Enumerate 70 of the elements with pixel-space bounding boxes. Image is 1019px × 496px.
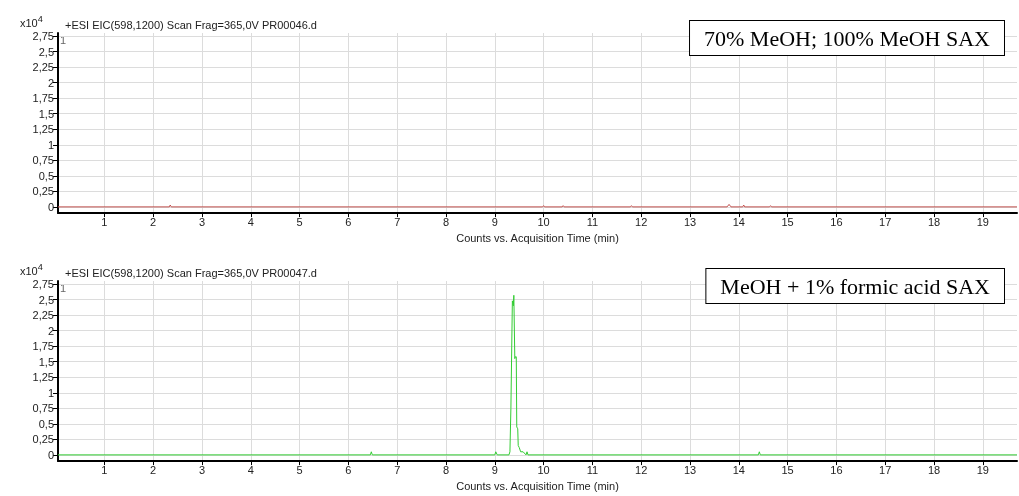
x-tick-label: 7 [394, 215, 401, 228]
y-tick-label: 0 [47, 448, 54, 461]
x-tick-label: 12 [635, 463, 648, 476]
y-tick-label: 2,75 [32, 278, 54, 291]
x-tick-label: 6 [345, 463, 352, 476]
x-tick-label: 3 [198, 463, 206, 476]
x-tick-label: 9 [491, 215, 498, 228]
y-tick-label: 2 [47, 76, 54, 89]
x-tick-label: 9 [491, 463, 498, 476]
x-tick-label: 18 [927, 463, 941, 476]
y-tick-label: 1,75 [32, 340, 54, 353]
x-tick-label: 13 [683, 463, 697, 476]
y-tick-label: 2,75 [32, 30, 54, 43]
x-axis-title: Counts vs. Acquisition Time (min) [456, 231, 619, 244]
x-tick-label: 4 [247, 463, 254, 476]
x-tick-label: 4 [247, 215, 254, 228]
y-tick-label: 2,5 [38, 45, 54, 58]
x-tick-label: 1 [101, 215, 108, 228]
x-tick-label: 18 [927, 215, 941, 228]
annotation: MeOH + 1% formic acid SAX [720, 273, 991, 299]
y-tick-label: 1,5 [38, 107, 54, 120]
x-tick-label: 11 [586, 215, 599, 228]
x-tick-label: 3 [198, 215, 206, 228]
y-axis-title: x10$^{4}$ [20, 261, 43, 278]
y-tick-label: 1,25 [32, 123, 54, 136]
y-tick-label: 2 [47, 324, 54, 337]
x-tick-label: 19 [976, 463, 989, 476]
y-tick-label: 0,75 [32, 402, 54, 415]
x-tick-label: 11 [586, 463, 599, 476]
x-tick-label: 8 [442, 215, 450, 228]
x-tick-label: 2 [150, 463, 157, 476]
y-tick-label: 0,25 [32, 185, 54, 198]
x-tick-label: 16 [830, 215, 843, 228]
x-tick-label: 15 [781, 463, 794, 476]
x-tick-label: 6 [345, 215, 352, 228]
x-tick-label: 10 [537, 215, 550, 228]
y-tick-label: 0,5 [38, 169, 54, 182]
y-axis-title: x10$^{4}$ [20, 13, 43, 30]
y-tick-label: 2,25 [32, 61, 54, 74]
x-tick-label: 14 [732, 463, 745, 476]
y-tick-label: 1,75 [32, 92, 54, 105]
x-axis-title: Counts vs. Acquisition Time (min) [456, 479, 619, 492]
y-tick-label: 1,5 [38, 355, 54, 368]
x-tick-label: 13 [683, 215, 697, 228]
y-tick-label: 2,5 [38, 293, 54, 306]
x-tick-label: 14 [732, 215, 745, 228]
chart-title: +ESI EIC(598,1200) Scan Frag=365,0V PR00046.d [65, 18, 317, 31]
x-tick-label: 12 [635, 215, 648, 228]
x-tick-label: 1 [101, 463, 108, 476]
chart-title: +ESI EIC(598,1200) Scan Frag=365,0V PR00047.d [65, 266, 317, 279]
x-tick-label: 19 [976, 215, 989, 228]
x-tick-label: 15 [781, 215, 794, 228]
x-tick-label: 5 [296, 463, 303, 476]
x-tick-label: 2 [150, 215, 157, 228]
y-tick-label: 1,25 [32, 371, 54, 384]
x-tick-label: 5 [296, 215, 303, 228]
y-tick-label: 0,25 [32, 433, 54, 446]
x-tick-label: 7 [394, 463, 401, 476]
y-tick-label: 0,5 [38, 417, 54, 430]
x-tick-label: 17 [879, 463, 892, 476]
annotation: 70% MeOH; 100% MeOH SAX [704, 25, 991, 51]
y-tick-label: 0 [47, 200, 54, 213]
x-tick-label: 16 [830, 463, 843, 476]
y-tick-label: 1 [47, 386, 54, 399]
x-tick-label: 8 [442, 463, 450, 476]
x-tick-label: 17 [879, 215, 892, 228]
y-tick-label: 2,25 [32, 309, 54, 322]
x-tick-label: 10 [537, 463, 550, 476]
y-tick-label: 1 [47, 138, 54, 151]
y-tick-label: 0,75 [32, 154, 54, 167]
